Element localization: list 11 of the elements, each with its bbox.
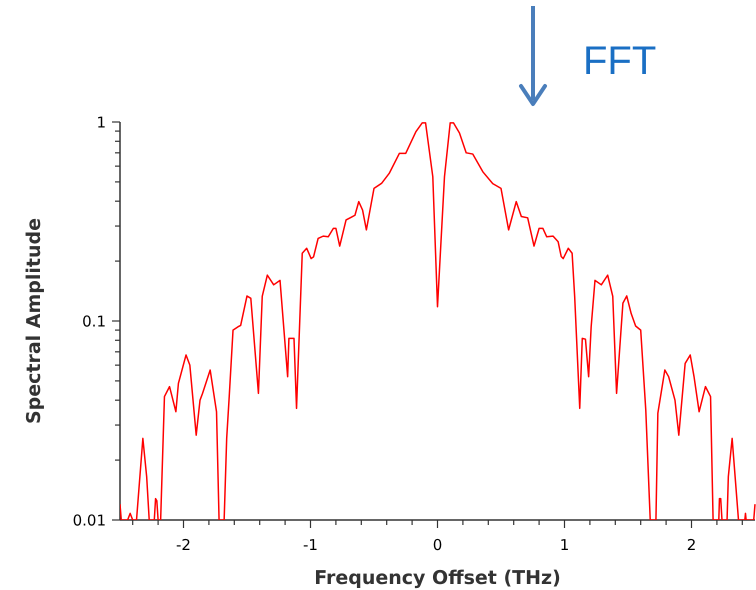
x-axis-title: Frequency Offset (THz)	[314, 567, 561, 589]
x-tick-label: 2	[686, 536, 696, 554]
text: FFT	[583, 39, 656, 83]
x-tick-label: -1	[303, 536, 318, 554]
y-tick-label: 0.01	[72, 511, 106, 530]
y-tick-label: 1	[96, 113, 106, 132]
y-axis-title: Spectral Amplitude	[23, 218, 45, 424]
x-tick-label: 0	[432, 536, 442, 554]
x-tick-label: -2	[176, 536, 191, 554]
x-tick-label: 1	[560, 536, 570, 554]
y-tick-label: 0.1	[82, 312, 106, 330]
